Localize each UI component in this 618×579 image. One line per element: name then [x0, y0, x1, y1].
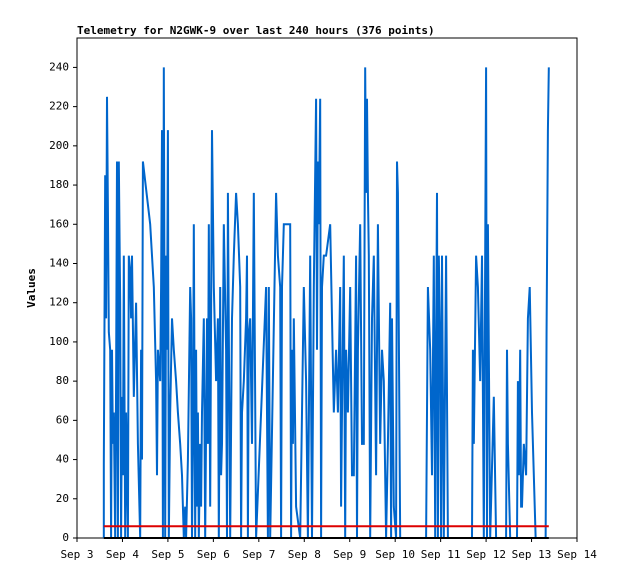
x-tick-label: Sep 7	[242, 548, 275, 561]
y-tick-label: 100	[49, 335, 69, 348]
chart-title: Telemetry for N2GWK-9 over last 240 hour…	[77, 24, 435, 37]
y-tick-label: 160	[49, 217, 69, 230]
y-tick-label: 200	[49, 139, 69, 152]
y-tick-label: 180	[49, 178, 69, 191]
series-line	[102, 67, 550, 539]
y-tick-label: 80	[56, 374, 69, 387]
y-tick-label: 60	[56, 413, 69, 426]
x-tick-label: Sep 4	[106, 548, 139, 561]
x-tick-label: Sep 3	[60, 548, 93, 561]
y-tick-label: 140	[49, 256, 69, 269]
y-tick-label: 120	[49, 296, 69, 309]
y-tick-label: 40	[56, 453, 69, 466]
y-tick-label: 20	[56, 492, 69, 505]
y-tick-label: 240	[49, 60, 69, 73]
x-tick-label: Sep 11	[421, 548, 461, 561]
x-tick-label: Sep 12	[466, 548, 506, 561]
x-tick-label: Sep 13	[512, 548, 552, 561]
x-tick-label: Sep 14	[557, 548, 597, 561]
x-tick-label: Sep 9	[333, 548, 366, 561]
y-tick-label: 0	[62, 531, 69, 544]
y-axis-label: Values	[25, 268, 38, 308]
x-tick-label: Sep 10	[375, 548, 415, 561]
x-tick-label: Sep 8	[288, 548, 321, 561]
y-tick-label: 220	[49, 100, 69, 113]
x-tick-label: Sep 6	[197, 548, 230, 561]
x-tick-label: Sep 5	[151, 548, 184, 561]
